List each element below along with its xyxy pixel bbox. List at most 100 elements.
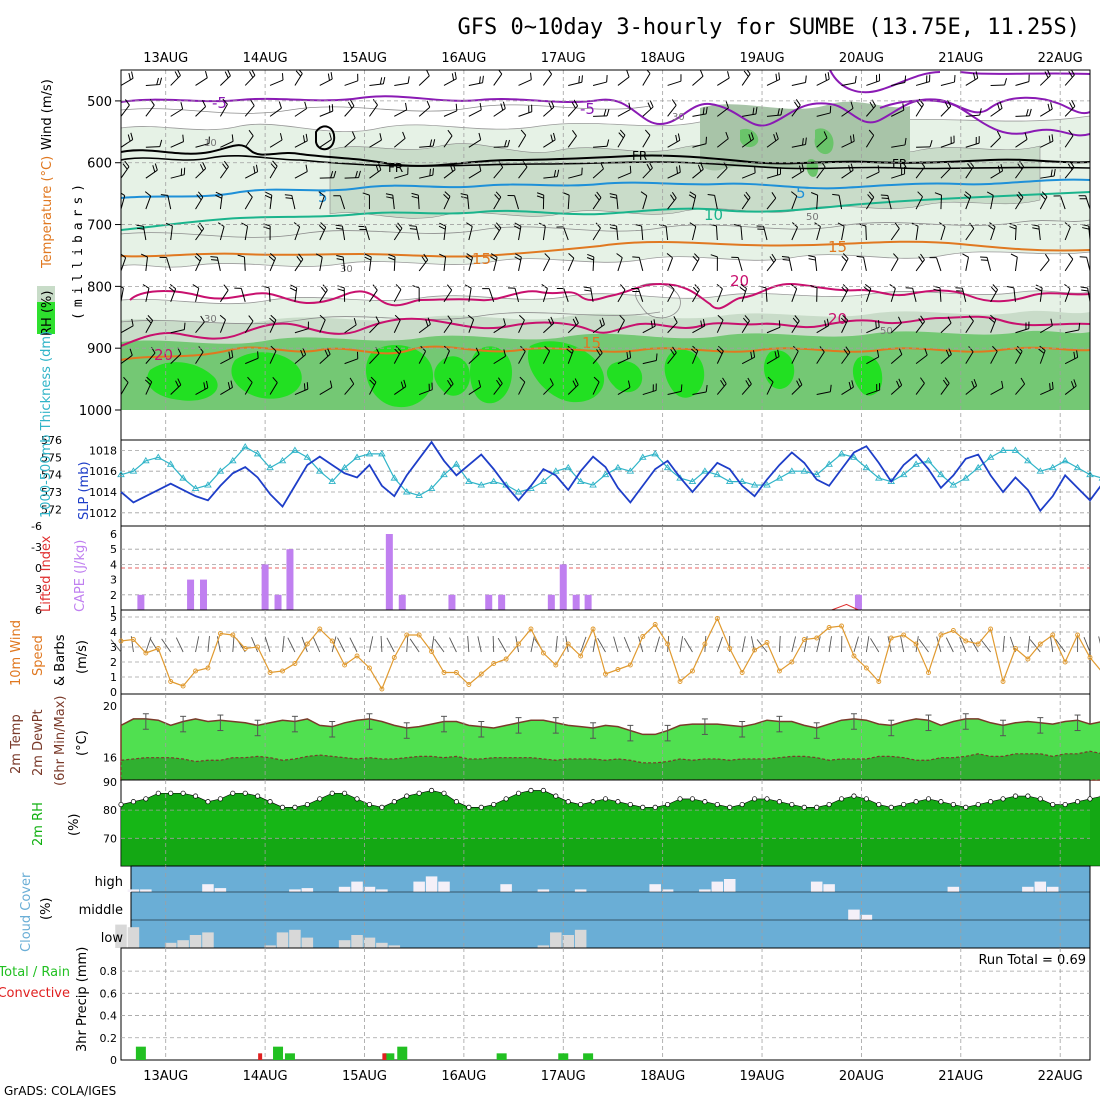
cape-label-cape: CAPE (J/kg) [73, 540, 88, 612]
wind-speed-marker [342, 662, 348, 668]
wind-barb-flag [798, 378, 803, 386]
wind-barb-flag [1096, 347, 1100, 353]
wind-barb [692, 391, 707, 396]
wind-tick-label: 2 [110, 656, 117, 669]
wind-barb [543, 106, 555, 117]
wind-barb [518, 226, 522, 241]
wind-barb-flag [121, 286, 124, 289]
label-rh30-b: 30 [672, 112, 685, 123]
date-label-bottom: 15AUG [342, 1069, 387, 1084]
wind-barb-flag [747, 377, 752, 385]
wind-barb-flag [250, 99, 255, 106]
cloud-low-bar [562, 935, 574, 948]
wind-barb [788, 257, 793, 272]
wind-barb [838, 195, 843, 210]
wind-barb-flag [1041, 191, 1048, 198]
wind-barb [692, 289, 700, 303]
wind-barb-flag [973, 378, 978, 386]
wind-barb [294, 73, 303, 86]
wind-barb [1064, 226, 1071, 241]
wind-barb [567, 257, 575, 272]
wind-barb-flag [992, 284, 998, 291]
wind-speed-marker [863, 665, 869, 671]
wind-barb [240, 288, 246, 302]
wind-barb-flag [237, 254, 245, 258]
wind-barb-flag [979, 108, 982, 116]
wind-barb [691, 350, 699, 364]
thickness-marker [129, 467, 138, 474]
wind-barb-flag [918, 256, 924, 263]
rh-marker [739, 801, 745, 808]
rh-marker [255, 793, 261, 799]
precip-tick-label: 0.2 [100, 1032, 118, 1045]
wind-barb [1064, 74, 1075, 86]
surface-barb [565, 636, 569, 653]
wind-barb-flag [988, 317, 995, 323]
surface-barb [312, 637, 321, 653]
wind-barb-flag [700, 320, 703, 328]
wind-barb-flag [372, 284, 378, 291]
upper-grid [121, 70, 1090, 440]
thickness-marker [924, 456, 933, 464]
wind-barb [617, 320, 625, 333]
wind-barb-flag [877, 165, 880, 173]
wind-barb-flag [1025, 108, 1029, 116]
wind-barb-flag [265, 191, 273, 196]
wind-speed-marker [155, 646, 161, 651]
surface-barb [716, 636, 723, 653]
rh-marker [143, 796, 149, 802]
wind-speed-marker [938, 632, 944, 638]
wind-barb-flag [1001, 380, 1004, 388]
rh-marker [677, 796, 683, 802]
wind-barb-flag [578, 75, 580, 84]
wind-barb-flag [447, 129, 453, 137]
wind-barb-flag [438, 225, 446, 230]
rh-marker [1025, 793, 1031, 799]
wind-barb-flag [829, 384, 832, 392]
footer-credit: GrADS: COLA/IGES [4, 1084, 116, 1098]
thickness-marker [365, 449, 374, 457]
wind-barb [617, 257, 623, 272]
temp-contour-15 [121, 240, 1090, 258]
wind-barb-flag [329, 132, 332, 140]
thickness-marker [315, 467, 324, 474]
wind-barb [791, 320, 800, 333]
rh-marker [801, 804, 807, 810]
wind-barb-flag [223, 160, 229, 168]
wind-barb [816, 391, 831, 396]
wind-barb [915, 354, 928, 365]
wind-barb-flag [945, 349, 950, 357]
wind-barb [939, 287, 942, 302]
wind-barb [443, 350, 450, 364]
wind-barb-flag [211, 259, 219, 261]
wind-barb-flag [146, 317, 152, 324]
thickness-marker [564, 463, 573, 471]
surface-barb [282, 636, 285, 653]
wind-barb [1064, 385, 1077, 395]
wind-barb-flag [1050, 318, 1053, 326]
wind-barb-flag [394, 348, 400, 355]
wind-barb-flag [1028, 108, 1032, 116]
wind-barb-flag [263, 226, 271, 230]
wind-barb-flag [375, 316, 380, 323]
wind-barb-flag [826, 318, 830, 326]
rh-marker [528, 787, 534, 793]
wind-grid [121, 610, 1090, 694]
wind-barb-flag [587, 253, 594, 258]
wind-barb [965, 320, 974, 334]
wind-barb-flag [640, 191, 648, 197]
wind-barb [443, 256, 447, 271]
wind-speed-marker [255, 644, 261, 650]
wind-barb-flag [479, 76, 481, 84]
wind-barb-flag [253, 166, 256, 174]
wind-barb-flag [385, 193, 393, 196]
wind-barb-flag [997, 165, 1001, 173]
rh-marker [1075, 799, 1081, 805]
wind-barb [543, 384, 554, 395]
wind-speed-marker [677, 679, 683, 684]
thickness-marker [1036, 467, 1045, 474]
rh-marker [217, 796, 223, 802]
rh-tick-label: 90 [103, 776, 117, 789]
wind-barb [766, 326, 781, 334]
wind-barb-flag [326, 347, 331, 355]
